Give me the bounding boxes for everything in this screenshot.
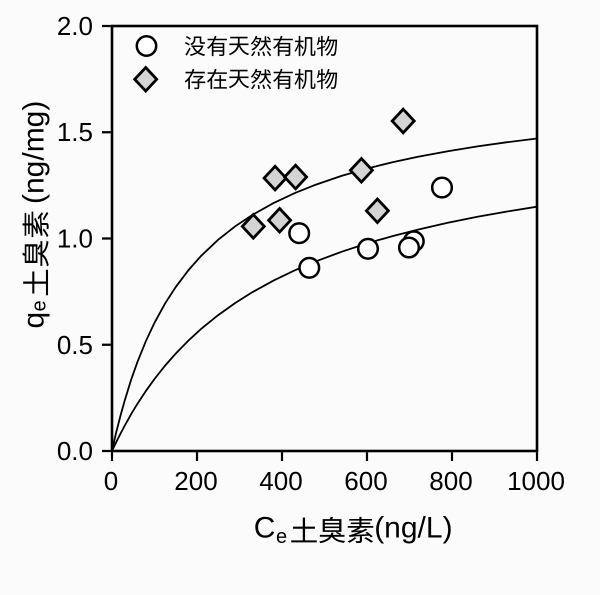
svg-text:1.0: 1.0 [57,224,93,254]
svg-text:600: 600 [344,466,387,496]
svg-text:q: q [18,312,51,329]
svg-text:0: 0 [104,466,118,496]
svg-text:800: 800 [429,466,472,496]
svg-text:200: 200 [174,466,217,496]
svg-text:0.0: 0.0 [57,436,93,466]
svg-text:e: e [276,526,287,548]
svg-text:2.0: 2.0 [57,11,93,41]
svg-text:400: 400 [259,466,302,496]
svg-text:e: e [29,300,51,311]
svg-text:1.5: 1.5 [57,117,93,147]
svg-text:C: C [254,512,276,545]
svg-text:1000: 1000 [507,466,565,496]
svg-text:(ng/L): (ng/L) [374,512,452,545]
svg-text:(ng/mg): (ng/mg) [18,101,51,204]
svg-text:0.5: 0.5 [57,330,93,360]
